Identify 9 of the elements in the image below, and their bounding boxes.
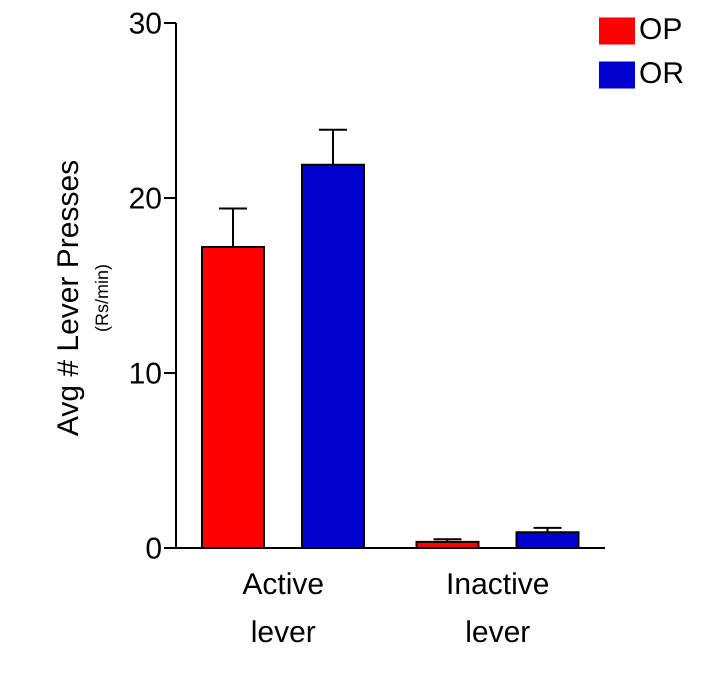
x-tick-label: Inactive lever xyxy=(446,568,550,649)
legend-label: OP xyxy=(639,13,682,46)
y-tick-label: 30 xyxy=(128,8,162,41)
y-tick-label: 0 xyxy=(145,532,162,566)
legend-label: OR xyxy=(639,57,684,90)
x-tick-label: Active lever xyxy=(242,568,324,649)
y-tick-label: 10 xyxy=(128,358,162,391)
y-axis-title: Avg # Lever Presses (Rs/min) xyxy=(52,160,112,436)
y-tick-label: 20 xyxy=(128,182,162,216)
